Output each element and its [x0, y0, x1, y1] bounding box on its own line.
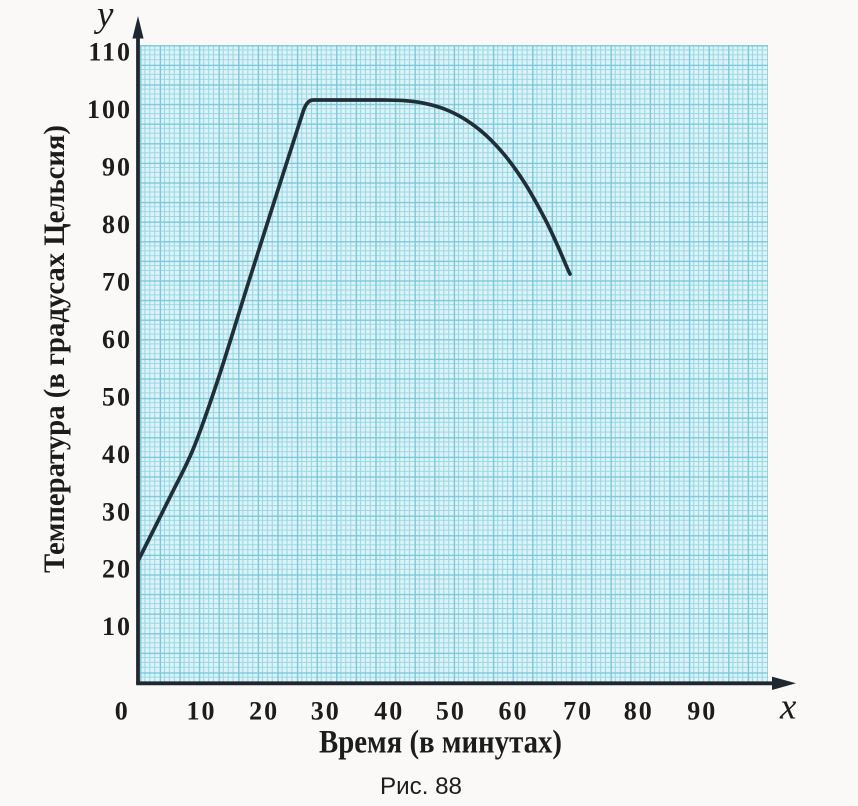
- svg-text:100: 100: [87, 95, 132, 124]
- svg-text:20: 20: [249, 696, 279, 725]
- svg-text:0: 0: [115, 696, 130, 725]
- svg-text:x: x: [779, 687, 797, 728]
- svg-text:80: 80: [624, 696, 654, 725]
- svg-text:y: y: [93, 0, 114, 35]
- svg-text:90: 90: [687, 696, 717, 725]
- svg-text:90: 90: [102, 153, 132, 182]
- svg-text:Рис. 88: Рис. 88: [380, 773, 462, 800]
- svg-text:60: 60: [102, 325, 132, 354]
- svg-text:50: 50: [436, 696, 466, 725]
- svg-text:Температура (в градусах Цельси: Температура (в градусах Цельсия): [38, 125, 71, 573]
- svg-text:40: 40: [374, 696, 404, 725]
- svg-text:40: 40: [102, 440, 132, 469]
- svg-text:70: 70: [563, 696, 593, 725]
- svg-text:20: 20: [102, 555, 132, 584]
- svg-text:30: 30: [311, 696, 341, 725]
- svg-text:30: 30: [102, 497, 132, 526]
- svg-text:50: 50: [102, 382, 132, 411]
- svg-text:Время (в минутах): Время (в минутах): [319, 725, 562, 761]
- svg-text:70: 70: [102, 268, 132, 297]
- svg-text:10: 10: [102, 612, 132, 641]
- svg-text:80: 80: [102, 210, 132, 239]
- svg-text:10: 10: [187, 696, 217, 725]
- svg-text:60: 60: [499, 696, 529, 725]
- svg-text:110: 110: [88, 38, 132, 67]
